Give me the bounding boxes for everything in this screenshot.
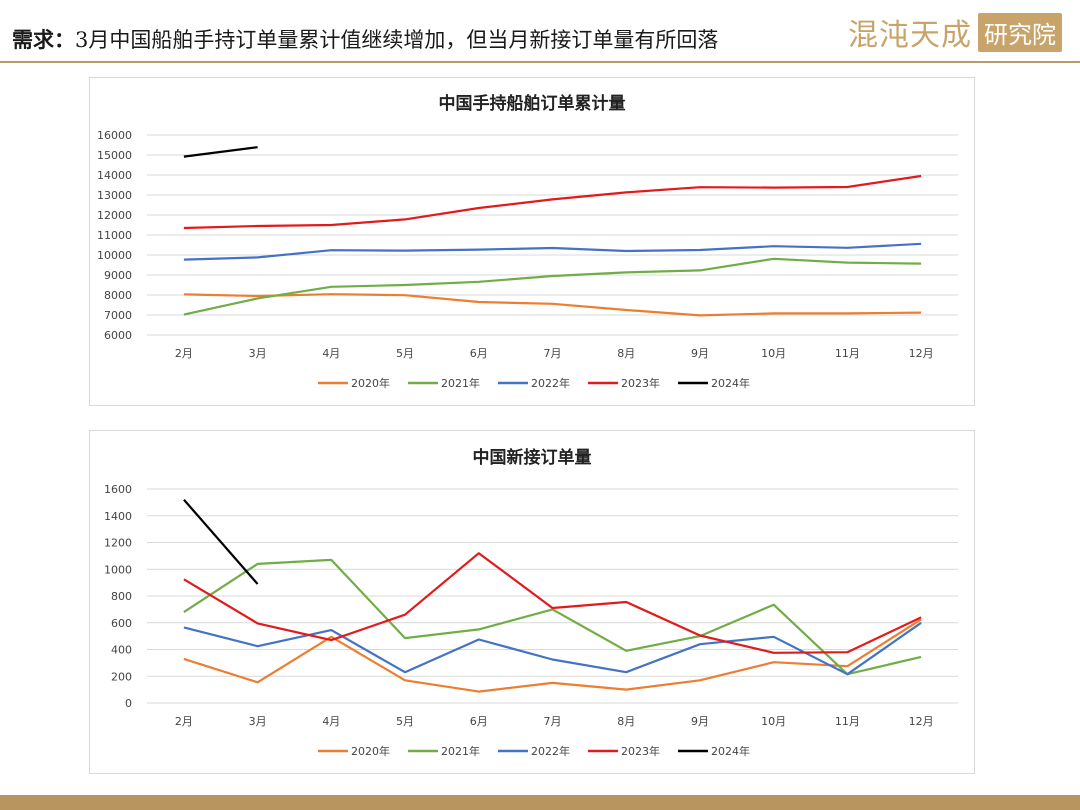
chart-panel-new-orders: 中国新接订单量 0 200 400 600 800 1000 1200 1400 1600 2月 3月…	[89, 430, 975, 774]
series-line	[183, 257, 922, 316]
x-tick-label: 4月	[322, 347, 340, 360]
slide-title-body: 3月中国船舶手持订单量累计值继续增加，但当月新接订单量有所回落	[75, 28, 719, 52]
series-line	[183, 621, 922, 676]
x-tick-label: 3月	[249, 347, 267, 360]
legend-label: 2022年	[531, 376, 570, 390]
y-tick-label: 6000	[104, 329, 132, 342]
y-tick-label: 15000	[97, 149, 132, 162]
x-tick-label: 10月	[761, 715, 786, 728]
legend-label: 2020年	[351, 744, 390, 758]
y-tick-label: 400	[111, 644, 132, 657]
series-line	[183, 242, 922, 261]
y-tick-label: 200	[111, 670, 132, 683]
holdings-chart: 中国手持船舶订单累计量 6000 7000 8000 9000 10000 11000 120…	[97, 93, 958, 390]
x-tick-label: 8月	[617, 715, 635, 728]
y-tick-label: 1400	[104, 510, 132, 523]
y-tick-label: 12000	[97, 209, 132, 222]
x-tick-label: 11月	[835, 715, 860, 728]
series-line	[183, 293, 922, 317]
y-tick-label: 8000	[104, 289, 132, 302]
slide-header: 需求：3月中国船舶手持订单量累计值继续增加，但当月新接订单量有所回落 混沌天成 …	[0, 0, 1080, 63]
series-line	[183, 498, 259, 585]
company-logo: 混沌天成 研究院	[848, 12, 1062, 53]
legend-label: 2022年	[531, 744, 570, 758]
y-tick-label: 10000	[97, 249, 132, 262]
y-tick-label: 11000	[97, 229, 132, 242]
x-tick-label: 5月	[396, 347, 414, 360]
x-tick-label: 4月	[322, 715, 340, 728]
x-tick-label: 12月	[909, 715, 934, 728]
x-tick-label: 2月	[175, 715, 193, 728]
series-line	[183, 146, 258, 158]
legend-label: 2024年	[711, 376, 750, 390]
logo-text: 混沌天成	[848, 18, 972, 53]
x-tick-label: 6月	[470, 347, 488, 360]
chart-title: 中国新接订单量	[473, 447, 592, 468]
y-tick-label: 600	[111, 617, 132, 630]
slide-title-prefix: 需求：	[12, 27, 75, 52]
legend-label: 2023年	[621, 376, 660, 390]
x-tick-label: 8月	[617, 347, 635, 360]
legend-label: 2023年	[621, 744, 660, 758]
x-tick-label: 2月	[175, 347, 193, 360]
y-tick-label: 1000	[104, 563, 132, 576]
legend-label: 2024年	[711, 744, 750, 758]
series-line	[183, 618, 922, 693]
new-orders-chart: 中国新接订单量 0 200 400 600 800 1000 1200 1400 1600 2月 3月…	[104, 447, 958, 758]
y-tick-label: 1200	[104, 537, 132, 550]
x-tick-label: 9月	[691, 715, 709, 728]
series-line	[183, 174, 922, 230]
x-tick-label: 7月	[544, 715, 562, 728]
legend-label: 2021年	[441, 744, 480, 758]
chart-title: 中国手持船舶订单累计量	[439, 93, 626, 114]
header-divider	[0, 61, 1080, 63]
x-tick-label: 6月	[470, 715, 488, 728]
series-line	[183, 558, 922, 676]
y-tick-label: 0	[125, 697, 132, 710]
x-tick-label: 5月	[396, 715, 414, 728]
x-tick-label: 7月	[544, 347, 562, 360]
legend-label: 2021年	[441, 376, 480, 390]
y-tick-label: 800	[111, 590, 132, 603]
x-tick-label: 10月	[761, 347, 786, 360]
y-tick-label: 13000	[97, 189, 132, 202]
x-tick-label: 11月	[835, 347, 860, 360]
y-tick-label: 9000	[104, 269, 132, 282]
logo-box-text: 研究院	[978, 12, 1062, 52]
slide-title: 需求：3月中国船舶手持订单量累计值继续增加，但当月新接订单量有所回落	[12, 24, 718, 54]
y-tick-label: 1600	[104, 483, 132, 496]
x-tick-label: 9月	[691, 347, 709, 360]
chart-panel-holdings: 中国手持船舶订单累计量 6000 7000 8000 9000 10000 11000 120…	[89, 77, 975, 406]
x-tick-label: 12月	[909, 347, 934, 360]
footer-bar	[0, 795, 1080, 810]
y-tick-label: 16000	[97, 129, 132, 142]
series-line	[183, 552, 922, 654]
x-tick-label: 3月	[249, 715, 267, 728]
y-tick-label: 7000	[104, 309, 132, 322]
legend-label: 2020年	[351, 376, 390, 390]
y-tick-label: 14000	[97, 169, 132, 182]
